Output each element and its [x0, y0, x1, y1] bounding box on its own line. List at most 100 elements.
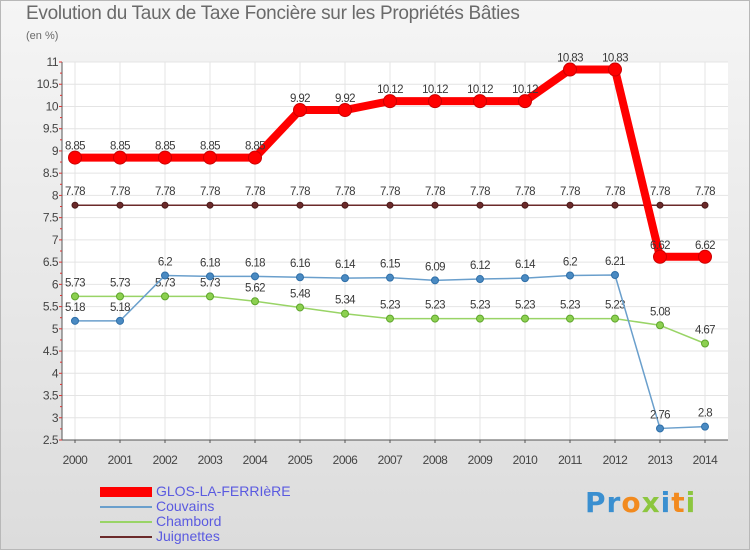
- y-tick-label: 5: [52, 322, 59, 336]
- data-label-chambord: 5.73: [110, 277, 130, 289]
- data-point-couvains: [161, 271, 169, 280]
- y-tick-label: 2.5: [43, 433, 59, 447]
- data-label-couvains: 6.14: [515, 259, 536, 271]
- data-label-juignettes: 7.78: [650, 186, 670, 198]
- data-label-glos-la-ferri-re: 8.85: [65, 141, 85, 153]
- logo-letter: i: [685, 486, 697, 519]
- legend-swatch-glos: [100, 487, 152, 497]
- data-label-couvains: 6.21: [605, 256, 625, 268]
- data-label-chambord: 5.62: [245, 282, 265, 294]
- data-point-chambord: [206, 292, 214, 301]
- data-point-couvains: [206, 272, 214, 281]
- y-tick-label: 4: [52, 366, 59, 380]
- y-tick-label: 3.5: [43, 389, 59, 403]
- data-label-glos-la-ferri-re: 10.83: [602, 53, 628, 65]
- data-point-chambord: [251, 297, 259, 306]
- y-tick-label: 6.5: [43, 255, 59, 269]
- data-label-couvains: 2.76: [650, 409, 670, 421]
- data-point-glos-la-ferri-re: [698, 249, 712, 264]
- data-label-juignettes: 7.78: [110, 186, 130, 198]
- data-point-chambord: [296, 303, 304, 312]
- data-point-juignettes: [386, 201, 394, 209]
- data-point-couvains: [476, 275, 484, 284]
- data-label-couvains: 6.09: [425, 261, 445, 273]
- x-tick-label: 2003: [198, 453, 224, 467]
- y-tick-label: 8: [52, 188, 59, 202]
- data-label-juignettes: 7.78: [425, 186, 445, 198]
- data-point-couvains: [71, 316, 79, 325]
- x-tick-label: 2001: [108, 453, 134, 467]
- data-point-couvains: [296, 273, 304, 282]
- data-point-couvains: [611, 271, 619, 280]
- data-point-chambord: [386, 314, 394, 323]
- logo-letter: i: [660, 486, 672, 519]
- data-point-couvains: [566, 271, 574, 280]
- x-tick-label: 2009: [468, 453, 494, 467]
- data-point-juignettes: [206, 201, 214, 209]
- logo-letter: t: [671, 486, 686, 519]
- chart-title: Evolution du Taux de Taxe Foncière sur l…: [26, 3, 520, 24]
- data-point-juignettes: [476, 201, 484, 209]
- x-tick-label: 2005: [288, 453, 314, 467]
- data-point-couvains: [701, 422, 709, 431]
- data-label-couvains: 6.18: [200, 257, 220, 269]
- data-point-glos-la-ferri-re: [518, 94, 532, 109]
- data-point-couvains: [341, 274, 349, 283]
- chart-subtitle: (en %): [26, 30, 59, 42]
- x-tick-label: 2012: [603, 453, 629, 467]
- data-label-glos-la-ferri-re: 6.62: [650, 240, 670, 252]
- data-point-couvains: [431, 276, 439, 285]
- data-label-juignettes: 7.78: [380, 186, 400, 198]
- data-point-couvains: [656, 424, 664, 433]
- x-tick-label: 2004: [243, 453, 269, 467]
- data-point-chambord: [566, 314, 574, 323]
- data-point-juignettes: [71, 201, 79, 209]
- data-label-juignettes: 7.78: [335, 186, 355, 198]
- data-point-juignettes: [611, 201, 619, 209]
- y-tick-label: 8.5: [43, 166, 59, 180]
- data-label-chambord: 5.34: [335, 295, 356, 307]
- data-label-chambord: 5.48: [290, 288, 310, 300]
- data-label-glos-la-ferri-re: 9.92: [290, 93, 310, 105]
- data-label-couvains: 2.8: [698, 408, 712, 420]
- proxiti-logo: Proxiti: [585, 486, 696, 519]
- data-label-glos-la-ferri-re: 10.12: [467, 84, 493, 96]
- data-label-glos-la-ferri-re: 8.85: [155, 141, 175, 153]
- data-point-chambord: [116, 292, 124, 301]
- y-tick-label: 7: [52, 233, 59, 247]
- data-point-juignettes: [521, 201, 529, 209]
- data-label-chambord: 5.73: [200, 277, 220, 289]
- data-label-juignettes: 7.78: [155, 186, 175, 198]
- x-tick-label: 2010: [513, 453, 539, 467]
- y-tick-label: 10.5: [37, 77, 59, 91]
- data-label-couvains: 6.14: [335, 259, 356, 271]
- data-label-juignettes: 7.78: [695, 186, 715, 198]
- data-point-glos-la-ferri-re: [563, 62, 577, 77]
- data-point-juignettes: [116, 201, 124, 209]
- data-point-couvains: [386, 273, 394, 282]
- data-label-couvains: 6.16: [290, 258, 310, 270]
- data-point-glos-la-ferri-re: [68, 150, 82, 165]
- data-point-juignettes: [341, 201, 349, 209]
- data-label-juignettes: 7.78: [605, 186, 625, 198]
- data-label-couvains: 5.18: [65, 302, 85, 314]
- y-tick-label: 7.5: [43, 211, 59, 225]
- plot-area: [62, 62, 728, 440]
- data-label-couvains: 6.15: [380, 259, 400, 271]
- logo-letter: P: [585, 486, 607, 519]
- data-label-couvains: 6.2: [158, 256, 172, 268]
- data-point-chambord: [71, 292, 79, 301]
- y-tick-label: 9.5: [43, 122, 59, 136]
- x-tick-label: 2013: [648, 453, 674, 467]
- y-tick-label: 3: [52, 411, 59, 425]
- data-point-glos-la-ferri-re: [293, 103, 307, 118]
- data-point-juignettes: [296, 201, 304, 209]
- data-label-juignettes: 7.78: [560, 186, 580, 198]
- y-tick-label: 5.5: [43, 300, 59, 314]
- data-label-juignettes: 7.78: [200, 186, 220, 198]
- data-label-chambord: 5.23: [425, 300, 445, 312]
- data-point-chambord: [611, 314, 619, 323]
- x-tick-label: 2014: [693, 453, 719, 467]
- data-label-couvains: 6.12: [470, 260, 490, 272]
- data-point-couvains: [251, 272, 259, 281]
